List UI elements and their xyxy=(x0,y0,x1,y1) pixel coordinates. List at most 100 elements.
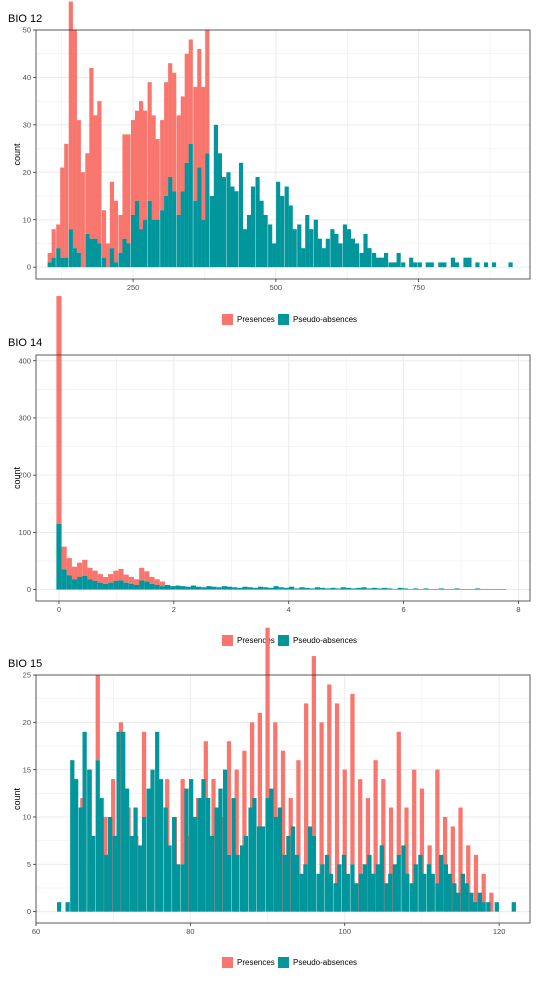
bar-pseudo-absences xyxy=(303,864,308,912)
bar-pseudo-absences xyxy=(475,588,481,590)
bar-pseudo-absences xyxy=(495,588,501,590)
bar-presences xyxy=(296,760,301,912)
bar-pseudo-absences xyxy=(259,200,264,268)
bar-pseudo-absences xyxy=(232,587,238,590)
bar-pseudo-absences xyxy=(201,587,207,590)
bar-pseudo-absences xyxy=(324,854,330,912)
bar-pseudo-absences xyxy=(222,769,228,912)
bar-pseudo-absences xyxy=(292,229,297,268)
bar-presences xyxy=(435,769,440,884)
bar-pseudo-absences xyxy=(350,238,356,268)
bar-pseudo-absences xyxy=(138,229,144,268)
bar-pseudo-absences xyxy=(258,586,264,590)
bar-presences xyxy=(102,576,109,584)
bar-pseudo-absences xyxy=(276,181,281,268)
bar-pseudo-absences xyxy=(201,779,206,912)
bar-pseudo-absences xyxy=(456,892,461,912)
bar-pseudo-absences xyxy=(426,864,432,912)
bar-presences xyxy=(134,110,140,201)
bar-presences xyxy=(108,574,114,583)
bar-presences xyxy=(205,30,210,154)
bar-pseudo-absences xyxy=(307,826,313,912)
bar-pseudo-absences xyxy=(263,587,269,590)
chart-title: BIO 12 xyxy=(8,13,42,25)
bar-pseudo-absences xyxy=(311,835,316,912)
bar-pseudo-absences xyxy=(397,587,403,590)
bar-pseudo-absences xyxy=(392,864,398,912)
bar-pseudo-absences xyxy=(167,845,172,912)
bar-presences xyxy=(142,110,148,220)
bar-pseudo-absences xyxy=(109,248,115,268)
bar-pseudo-absences xyxy=(288,205,293,268)
bar-pseudo-absences xyxy=(61,569,67,590)
y-tick-label: 200 xyxy=(18,471,31,480)
y-tick-label: 30 xyxy=(23,120,31,129)
bar-pseudo-absences xyxy=(175,864,181,912)
bar-pseudo-absences xyxy=(433,588,439,590)
bar-presences xyxy=(68,1,73,230)
bar-pseudo-absences xyxy=(464,588,470,590)
bar-pseudo-absences xyxy=(101,257,107,268)
bar-pseudo-absences xyxy=(175,585,181,590)
bar-presences xyxy=(113,200,119,263)
bar-pseudo-absences xyxy=(345,873,350,912)
bar-presences xyxy=(126,134,131,244)
y-tick-label: 25 xyxy=(23,671,31,680)
bar-pseudo-absences xyxy=(469,588,476,590)
legend-label-presences: Presences xyxy=(237,958,275,967)
bar-presences xyxy=(66,558,72,576)
bar-presences xyxy=(184,53,189,163)
legend: Presences Pseudo-absences xyxy=(222,314,357,325)
bar-pseudo-absences xyxy=(184,788,189,912)
bar-pseudo-absences xyxy=(158,779,164,912)
x-tick-label: 750 xyxy=(412,283,425,292)
bar-presences xyxy=(149,576,155,584)
bar-pseudo-absences xyxy=(113,580,119,590)
bar-pseudo-absences xyxy=(235,854,240,912)
bar-presences xyxy=(288,798,293,912)
bar-pseudo-absences xyxy=(64,257,69,268)
bar-presences xyxy=(257,712,262,912)
bar-presences xyxy=(82,559,88,576)
bar-pseudo-absences xyxy=(243,835,249,912)
bar-pseudo-absences xyxy=(371,587,377,590)
x-tick-label: 250 xyxy=(127,283,140,292)
bar-pseudo-absences xyxy=(108,582,114,590)
bar-pseudo-absences xyxy=(252,798,257,912)
bar-pseudo-absences xyxy=(459,588,465,590)
bar-pseudo-absences xyxy=(508,262,513,268)
bar-pseudo-absences xyxy=(363,233,368,268)
bar-pseudo-absences xyxy=(435,883,440,912)
bar-presences xyxy=(95,675,100,761)
bar-pseudo-absences xyxy=(345,587,352,590)
bar-pseudo-absences xyxy=(126,243,131,268)
bar-pseudo-absences xyxy=(490,588,496,590)
bar-presences xyxy=(47,252,52,263)
x-tick-label: 8 xyxy=(516,605,520,614)
bar-presences xyxy=(139,567,145,581)
bar-pseudo-absences xyxy=(113,262,119,268)
bar-presences xyxy=(350,693,355,865)
bar-pseudo-absences xyxy=(237,587,243,590)
bar-pseudo-absences xyxy=(197,798,202,912)
bar-pseudo-absences xyxy=(47,262,52,268)
bar-pseudo-absences xyxy=(209,196,214,268)
bar-pseudo-absences xyxy=(65,902,70,912)
bar-presences xyxy=(168,63,173,178)
bar-pseudo-absences xyxy=(405,873,410,912)
bar-pseudo-absences xyxy=(282,854,287,912)
bar-pseudo-absences xyxy=(188,143,193,268)
bar-pseudo-absences xyxy=(82,731,87,912)
bar-presences xyxy=(109,181,115,249)
y-tick-label: 20 xyxy=(23,168,31,177)
bar-pseudo-absences xyxy=(242,229,248,268)
plot-border xyxy=(35,354,531,602)
bar-pseudo-absences xyxy=(333,883,338,912)
bar-pseudo-absences xyxy=(511,902,516,912)
bar-pseudo-absences xyxy=(273,586,279,590)
bar-pseudo-absences xyxy=(376,257,381,268)
bar-presences xyxy=(193,86,198,201)
bar-pseudo-absences xyxy=(71,579,78,590)
bar-presences xyxy=(304,703,309,912)
bar-pseudo-absences xyxy=(216,587,222,590)
